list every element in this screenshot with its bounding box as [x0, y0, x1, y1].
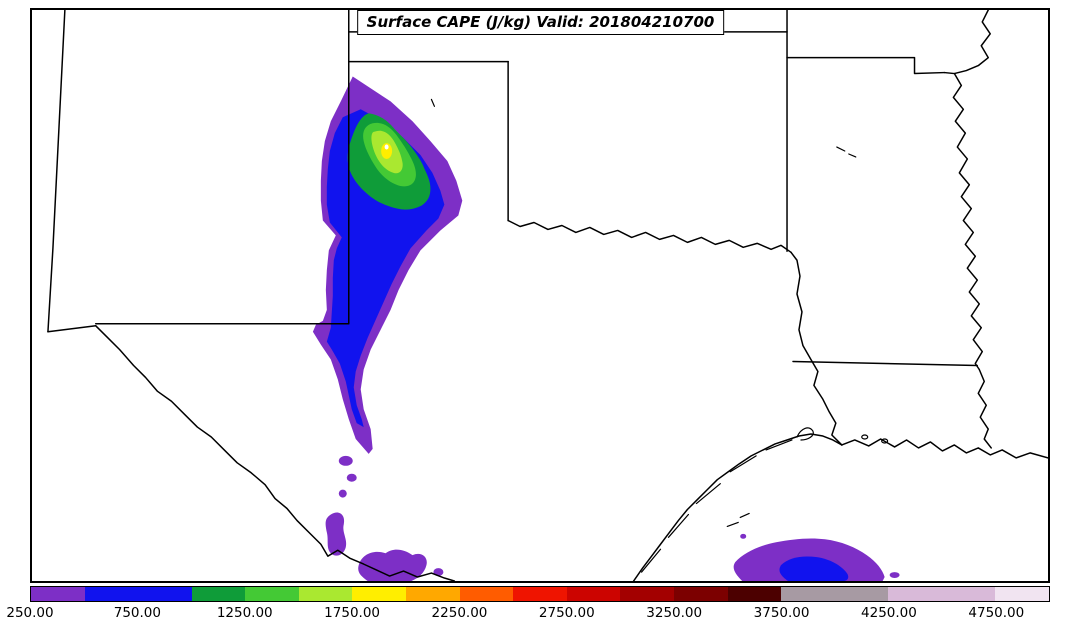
- mississippi-river-lower: [977, 368, 992, 449]
- cape-contours: [312, 76, 900, 581]
- colorbar-tick-labels: 250.00 750.00 1250.00 1750.00 2250.00 2750.00…: [6, 605, 1050, 623]
- colorbar-segment-3250: [673, 587, 728, 601]
- colorbar-tick-label: 3250.00: [646, 605, 703, 621]
- coastal-lakes: [861, 434, 889, 444]
- map-title: Surface CAPE (J/kg) Valid: 201804210700: [356, 10, 725, 35]
- colorbar-segment-2250: [459, 587, 514, 601]
- cape-patch-purple-3: [338, 489, 347, 498]
- cape-patch-purple-6: [740, 533, 747, 539]
- galveston-bay: [796, 427, 814, 441]
- cape-patch-purple-2: [346, 473, 357, 482]
- cape-patch-blue-gulf: [779, 556, 849, 581]
- barrier-islands: [641, 439, 793, 573]
- colorbar-segment-500: [84, 587, 192, 601]
- cape-patch-purple-1: [338, 455, 353, 466]
- cape-fill-yellow-core: [381, 143, 393, 159]
- louisiana-gulf-coastline: [841, 438, 1048, 459]
- colorbar-tick-label: 2250.00: [431, 605, 488, 621]
- red-river-border: [507, 219, 792, 254]
- colorbar-segment-1750: [352, 587, 407, 601]
- mississippi-river: [943, 10, 991, 371]
- south-texas-islands: [726, 512, 750, 527]
- map-frame: [30, 8, 1050, 583]
- colorbar-segment-1000: [191, 587, 246, 601]
- colorbar-segment-2000: [406, 587, 460, 601]
- cape-fill-white-core: [384, 144, 389, 150]
- colorbar-segment-2500: [513, 587, 567, 601]
- state-borders: [47, 10, 1048, 581]
- map-canvas: [47, 10, 1048, 581]
- cape-patch-purple-5: [889, 572, 900, 579]
- arkansas-missouri-border: [786, 56, 946, 75]
- colorbar-tick-label: 4250.00: [861, 605, 917, 621]
- colorbar-segment-1250: [245, 587, 299, 601]
- colorbar-tick-label: 2750.00: [538, 605, 595, 621]
- rio-grande-border: [95, 325, 456, 581]
- texas-louisiana-border: [790, 251, 843, 446]
- colorbar-tick-label: 3750.00: [753, 605, 810, 621]
- colorbar-segment-4750: [995, 587, 1049, 601]
- panhandle-river-mark: [430, 98, 436, 107]
- colorbar-tick-label: 1250.00: [216, 605, 273, 621]
- cape-patch-purple-river-strip: [325, 512, 347, 556]
- new-mexico-west-border: [47, 10, 66, 333]
- colorbar-segment-1500: [298, 587, 353, 601]
- colorbar-tick-label: 4750.00: [968, 605, 1025, 621]
- colorbar-tick-label: 1750.00: [324, 605, 381, 621]
- texas-gulf-coastline: [632, 433, 843, 581]
- colorbar-segment-3750: [781, 587, 889, 601]
- oklahoma-lakes: [836, 146, 857, 158]
- colorbar-segment-2750: [566, 587, 621, 601]
- colorbar: [30, 586, 1050, 602]
- colorbar-segment-3500: [727, 587, 782, 601]
- colorbar-segment-3000: [620, 587, 674, 601]
- colorbar-tick-label: 750.00: [113, 605, 161, 621]
- new-mexico-south-border: [47, 325, 97, 333]
- colorbar-segment-250: [31, 587, 85, 601]
- arkansas-louisiana-border: [792, 360, 979, 367]
- colorbar-tick-label: 250.00: [6, 605, 54, 621]
- colorbar-segment-4250: [888, 587, 996, 601]
